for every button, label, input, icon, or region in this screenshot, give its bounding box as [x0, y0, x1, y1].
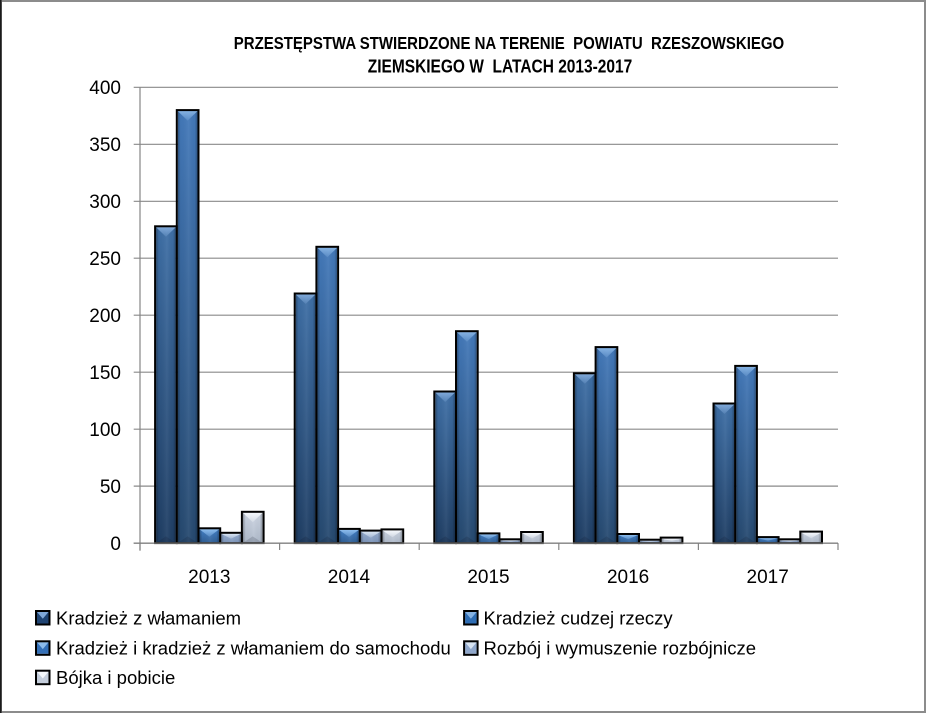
svg-text:PRZESTĘPSTWA STWIERDZONE NA TE: PRZESTĘPSTWA STWIERDZONE NA TERENIE POWI…	[234, 33, 785, 54]
svg-text:50: 50	[100, 477, 121, 498]
svg-text:350: 350	[89, 135, 121, 156]
svg-text:Bójka i pobicie: Bójka i pobicie	[56, 667, 175, 688]
svg-text:Kradzież cudzej rzeczy: Kradzież cudzej rzeczy	[484, 607, 674, 628]
svg-text:Kradzież z włamaniem: Kradzież z włamaniem	[56, 607, 241, 628]
svg-text:100: 100	[89, 420, 121, 441]
svg-text:2014: 2014	[328, 567, 371, 588]
svg-text:2017: 2017	[747, 567, 789, 588]
svg-text:400: 400	[89, 78, 121, 99]
svg-text:Kradzież i kradzież z włamanie: Kradzież i kradzież z włamaniem do samoc…	[56, 638, 451, 659]
svg-text:ZIEMSKIEGO W LATACH 2013-2017: ZIEMSKIEGO W LATACH 2013-2017	[368, 56, 633, 77]
svg-text:2013: 2013	[188, 567, 230, 588]
svg-text:200: 200	[89, 306, 121, 327]
svg-text:0: 0	[110, 534, 121, 555]
svg-text:2016: 2016	[607, 567, 649, 588]
svg-text:150: 150	[89, 363, 121, 384]
svg-text:300: 300	[89, 192, 121, 213]
svg-text:Rozbój i wymuszenie rozbójnicz: Rozbój i wymuszenie rozbójnicze	[484, 638, 756, 659]
svg-text:2015: 2015	[467, 567, 509, 588]
svg-text:250: 250	[89, 249, 121, 270]
